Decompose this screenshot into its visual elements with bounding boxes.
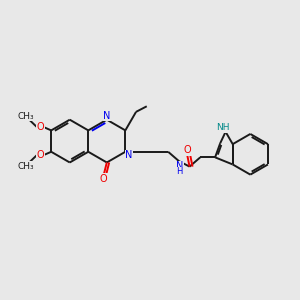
Text: O: O (100, 173, 107, 184)
Text: N: N (103, 110, 110, 121)
Text: O: O (36, 150, 44, 160)
Text: CH₃: CH₃ (17, 161, 34, 170)
Text: NH: NH (216, 123, 230, 132)
Text: N: N (125, 150, 133, 161)
Text: H: H (177, 167, 183, 176)
Text: O: O (36, 122, 44, 132)
Text: N: N (176, 161, 183, 171)
Text: CH₃: CH₃ (17, 112, 34, 121)
Text: O: O (184, 145, 191, 155)
